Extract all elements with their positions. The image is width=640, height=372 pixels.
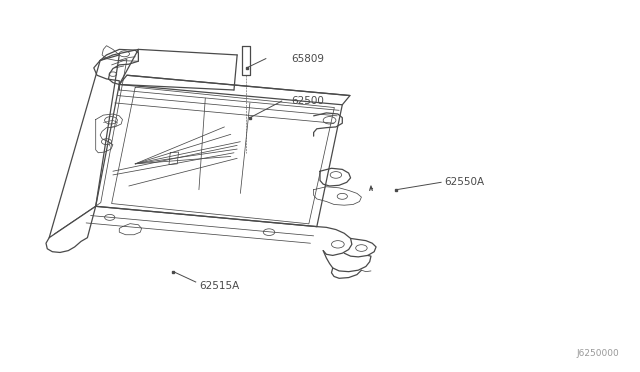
- Text: J6250000: J6250000: [577, 349, 620, 358]
- Text: 62550A: 62550A: [444, 177, 484, 187]
- Text: 62500: 62500: [291, 96, 324, 106]
- Text: 65809: 65809: [291, 54, 324, 64]
- Text: 62515A: 62515A: [199, 282, 239, 291]
